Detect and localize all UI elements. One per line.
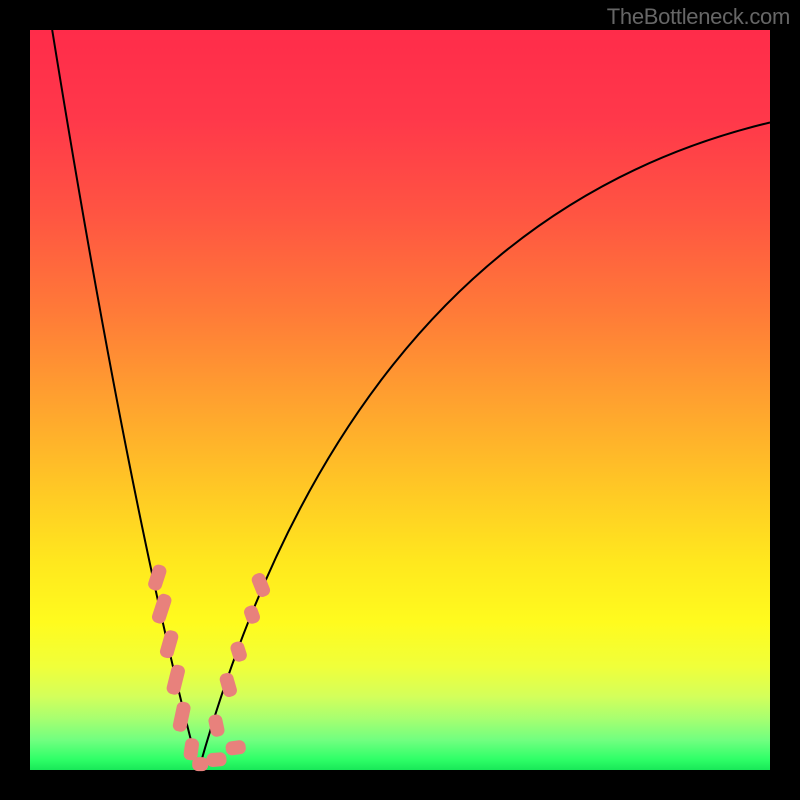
chart-canvas: TheBottleneck.com <box>0 0 800 800</box>
watermark-text: TheBottleneck.com <box>607 4 790 30</box>
gradient-plot-area <box>30 30 770 770</box>
marker-pill <box>192 757 208 771</box>
marker-pill <box>206 752 227 768</box>
chart-svg <box>0 0 800 800</box>
